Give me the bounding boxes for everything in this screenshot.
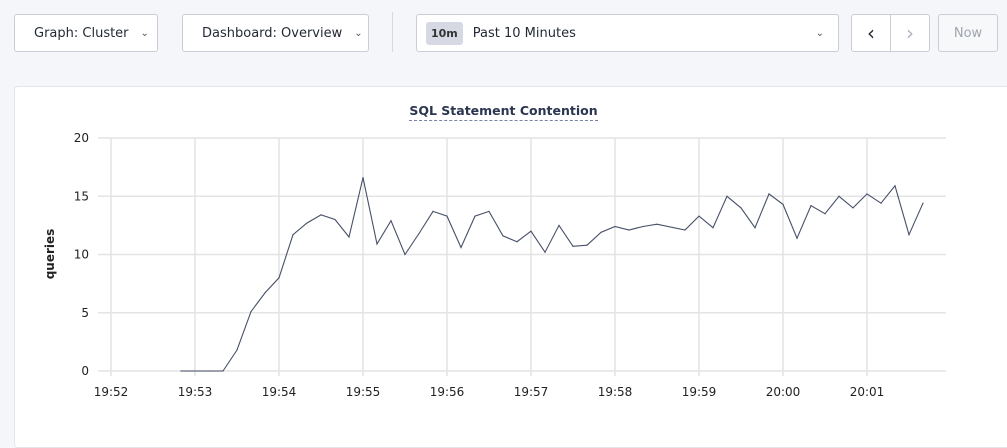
data-point [880, 202, 882, 204]
data-point [810, 204, 812, 207]
chevron-left-icon[interactable]: ‹ [852, 15, 891, 51]
data-point [600, 231, 602, 233]
y-tick-label: 20 [74, 131, 89, 145]
data-point [712, 227, 714, 229]
x-tick-label: 19:52 [94, 385, 129, 399]
dashboard-selector-label: Dashboard: Overview [202, 25, 343, 41]
y-tick-label: 15 [74, 189, 89, 203]
data-point [418, 232, 420, 235]
data-point [656, 223, 658, 225]
time-range-selector[interactable]: 10m Past 10 Minutes ⌄ [416, 14, 839, 52]
data-point [222, 370, 224, 372]
x-tick-label: 19:58 [598, 385, 633, 399]
chevron-down-icon: ⌄ [140, 27, 149, 39]
data-point [894, 185, 896, 187]
graph-selector-label: Graph: Cluster [34, 25, 129, 41]
now-button[interactable]: Now [938, 14, 998, 52]
data-point [768, 193, 770, 195]
data-point [642, 225, 644, 228]
x-tick-label: 19:57 [514, 385, 549, 399]
data-point [782, 203, 784, 206]
data-point [824, 213, 826, 215]
x-tick-label: 19:54 [262, 385, 297, 399]
data-point [866, 193, 868, 195]
data-point [740, 207, 742, 209]
data-point [922, 202, 924, 204]
data-point [698, 215, 700, 217]
data-point [754, 227, 756, 229]
data-point [572, 245, 574, 247]
chevron-right-icon[interactable]: › [906, 21, 914, 45]
data-point [474, 215, 476, 217]
data-point [306, 222, 308, 224]
data-point [264, 292, 266, 294]
x-tick-label: 19:56 [430, 385, 465, 399]
data-point [516, 241, 518, 243]
data-point [236, 349, 238, 351]
data-point [208, 370, 210, 372]
data-point [852, 207, 854, 209]
data-point [180, 370, 182, 372]
time-badge: 10m [426, 21, 463, 45]
chart-card [14, 86, 1007, 448]
data-point [460, 246, 462, 249]
data-point [250, 310, 252, 313]
data-point [558, 224, 560, 226]
line-chart: queries 0 5 10 15 20 19:52 19:53 19:54 19:55 19:5… [43, 131, 946, 399]
y-tick-label: 5 [81, 306, 89, 320]
data-point [586, 244, 588, 246]
data-point [838, 195, 840, 197]
x-tick-label: 19:59 [682, 385, 717, 399]
chevron-down-icon: ⌄ [815, 27, 824, 39]
graph-selector[interactable]: Graph: Cluster ⌄ [14, 14, 158, 52]
data-point [684, 229, 686, 231]
data-point [502, 235, 504, 237]
y-tick-label: 10 [74, 248, 89, 262]
data-point [432, 210, 434, 212]
series-line [181, 177, 924, 372]
data-point [446, 215, 448, 217]
data-point [544, 251, 546, 253]
data-point [334, 218, 336, 221]
y-axis-label: queries [43, 229, 57, 280]
divider [392, 12, 393, 52]
data-point [488, 210, 490, 212]
x-tick-label: 19:53 [178, 385, 213, 399]
data-point [278, 277, 280, 279]
data-point [404, 253, 406, 256]
data-point [390, 220, 392, 222]
data-point [362, 177, 364, 179]
data-point [194, 370, 196, 372]
x-tick-label: 20:00 [766, 385, 801, 399]
data-point [908, 234, 910, 236]
chart-title: SQL Statement Contention [0, 103, 1007, 121]
data-point [628, 229, 630, 231]
data-point [292, 234, 294, 236]
data-point [320, 214, 322, 216]
data-point [348, 236, 350, 238]
data-point [376, 243, 378, 245]
x-tick-label: 19:55 [346, 385, 381, 399]
now-button-label: Now [953, 25, 983, 41]
x-tick-label: 20:01 [850, 385, 885, 399]
y-tick-label: 0 [81, 364, 89, 378]
data-point [726, 195, 728, 197]
data-point [530, 230, 532, 232]
data-point [614, 225, 616, 228]
dashboard-selector[interactable]: Dashboard: Overview ⌄ [182, 14, 369, 52]
data-point [796, 237, 798, 239]
time-range-label: Past 10 Minutes [472, 25, 576, 41]
time-nav: ‹ › [851, 14, 930, 52]
chevron-down-icon: ⌄ [354, 27, 363, 39]
